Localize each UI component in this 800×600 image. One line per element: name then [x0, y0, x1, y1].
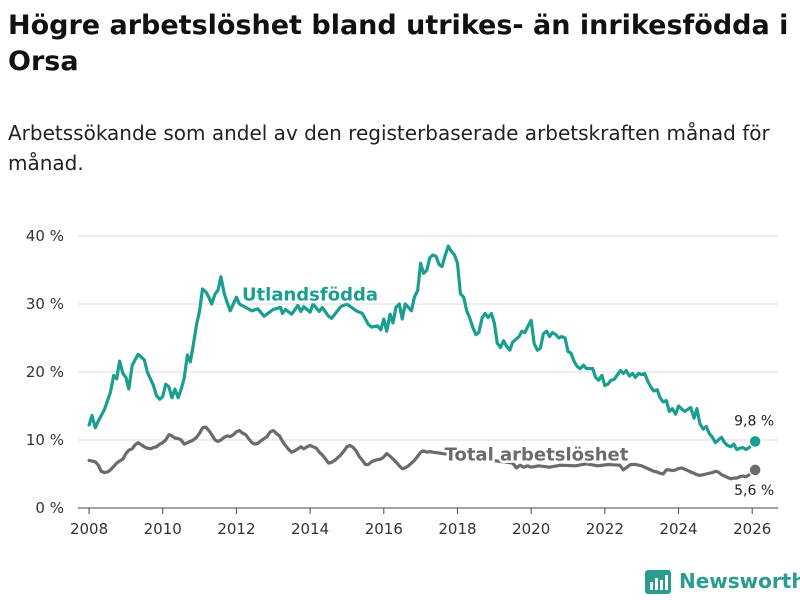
series-end-point-1 [748, 463, 762, 477]
series-end-label-0: 9,8 % [734, 413, 774, 429]
y-tick-label: 40 % [26, 227, 64, 245]
y-tick-label: 30 % [26, 295, 64, 313]
newsworthy-logo: Newsworthy [645, 568, 800, 598]
x-tick-label: 2016 [365, 520, 403, 538]
bar-chart-logo-icon [645, 570, 671, 594]
series-lines [87, 244, 762, 481]
x-tick-label: 2012 [217, 520, 255, 538]
series-labels: 9,8 % 5,6 % Utlandsfödda Total arbetslöshet [239, 282, 774, 499]
x-tick-label: 2010 [144, 520, 182, 538]
chart-title: Högre arbetslöshet bland utrikes- än inr… [8, 10, 789, 77]
y-tick-label: 0 % [35, 499, 64, 517]
x-axis: 2008 2010 2012 2014 2016 2018 2020 2022 2024 2026 [70, 507, 778, 538]
x-tick-label: 2020 [512, 520, 550, 538]
y-axis-tick-labels: 0 % 10 % 20 % 30 % 40 % [26, 227, 64, 517]
y-tick-label: 20 % [26, 363, 64, 381]
series-end-label-1: 5,6 % [734, 483, 774, 499]
x-tick-label: 2022 [586, 520, 624, 538]
chart-subtitle: Arbetssökande som andel av den registerb… [8, 121, 770, 175]
x-tick-label: 2024 [659, 520, 697, 538]
series-end-point-0 [748, 434, 762, 449]
series-line-1 [87, 425, 757, 481]
brand-name: Newsworthy [679, 569, 800, 593]
x-tick-label: 2018 [438, 520, 476, 538]
series-annotation-0: Utlandsfödda [242, 285, 378, 306]
x-tick-label: 2026 [733, 520, 771, 538]
series-line-0 [87, 244, 757, 452]
x-tick-label: 2014 [291, 520, 329, 538]
y-tick-label: 10 % [26, 431, 64, 449]
x-tick-label: 2008 [70, 520, 108, 538]
series-annotation-1: Total arbetslöshet [445, 444, 629, 465]
